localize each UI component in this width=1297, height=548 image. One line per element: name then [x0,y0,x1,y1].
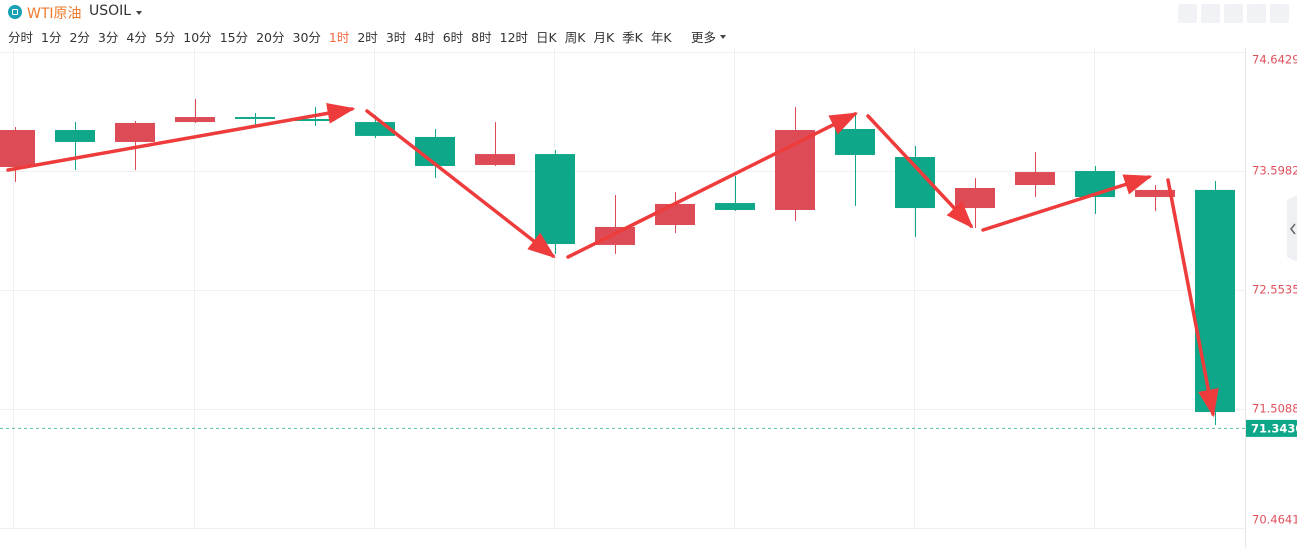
timeframe-button[interactable]: 8时 [471,30,492,45]
y-tick-label: 73.5982 [1252,164,1297,178]
timeframe-button[interactable]: 周K [564,30,586,45]
chart-type-button[interactable] [1224,4,1243,23]
grid [0,52,1245,529]
timeframe-button[interactable]: 年K [650,30,672,45]
timeframe-button[interactable]: 3时 [385,30,407,45]
timeframe-button[interactable]: 2时 [357,30,378,45]
timeframe-button[interactable]: 12时 [499,30,529,45]
candle-body [235,117,275,119]
close-button[interactable] [1270,4,1289,23]
candle-body [655,203,695,226]
candle-body [835,128,875,155]
time-grid [13,48,1095,528]
timeframe-button[interactable]: 5分 [154,30,176,45]
candle-body [0,130,35,168]
timeframe-button[interactable]: 15分 [219,30,249,45]
draw-button[interactable] [1201,4,1220,23]
candle-body [1195,189,1235,413]
annotation-arrows [6,102,1219,418]
timeframe-button[interactable]: 20分 [256,30,285,45]
timeframe-button[interactable]: 10分 [183,30,212,45]
candle-body [295,118,335,122]
side-tab-icon [1290,223,1296,235]
timeframe-button[interactable]: 1分 [41,30,62,45]
timeframe-button[interactable]: 1时 [328,30,350,45]
timeframe-button[interactable]: 4分 [126,30,147,45]
timeframe-button[interactable]: 月K [593,30,615,45]
y-tick-label: 72.5535 [1252,283,1297,297]
y-tick-label: 74.6429 [1252,53,1297,67]
more-button[interactable]: 更多 [691,30,717,45]
symbol[interactable]: USOIL [89,3,132,19]
header: WTI原油 USOIL [0,0,1297,26]
candle-body [115,122,155,142]
candle-body [535,154,575,245]
timeframe-button[interactable]: 3分 [97,30,119,45]
candle-body [55,130,95,142]
candle-body [1015,172,1055,186]
candle-body [475,154,515,165]
candle-body [175,117,215,123]
dropdown-caret[interactable] [720,35,726,39]
logo [8,5,22,19]
candles [0,99,1235,426]
instrument-name[interactable]: WTI原油 [27,6,82,22]
timeframe-bar: 分时 1分 2分 3分 4分 5分 10分 15分 20分 30分 1时 2时 3时 4时 6时 8时 12时日… [8,27,680,46]
indicator-button[interactable] [1178,4,1197,23]
current-price-box [1246,419,1297,437]
y-tick-label: 71.5088 [1252,402,1297,416]
timeframe-button[interactable]: 日K [536,30,557,45]
timeframe-button[interactable]: 季K [622,30,643,45]
y-tick-label: 70.4641 [1252,513,1297,527]
current-price-label: 71.3430 [1251,421,1297,435]
candle-body [1135,189,1175,197]
dropdown-caret[interactable] [136,11,142,15]
timeframe-button[interactable]: 30分 [292,30,321,45]
candle-body [715,203,755,210]
timeframe-button[interactable]: 6时 [442,30,464,45]
timeframe-button[interactable]: 2分 [69,30,90,45]
fullscreen-button[interactable] [1247,4,1266,23]
candle-body [955,187,995,209]
price-axis: 70.4641 71.5088 72.5535 73.5982 74.6429 71.34… [0,53,1297,527]
toolbar [1178,4,1289,23]
timeframe-button[interactable]: 分时 [8,30,34,45]
timeframe-button[interactable]: 4时 [414,30,435,45]
